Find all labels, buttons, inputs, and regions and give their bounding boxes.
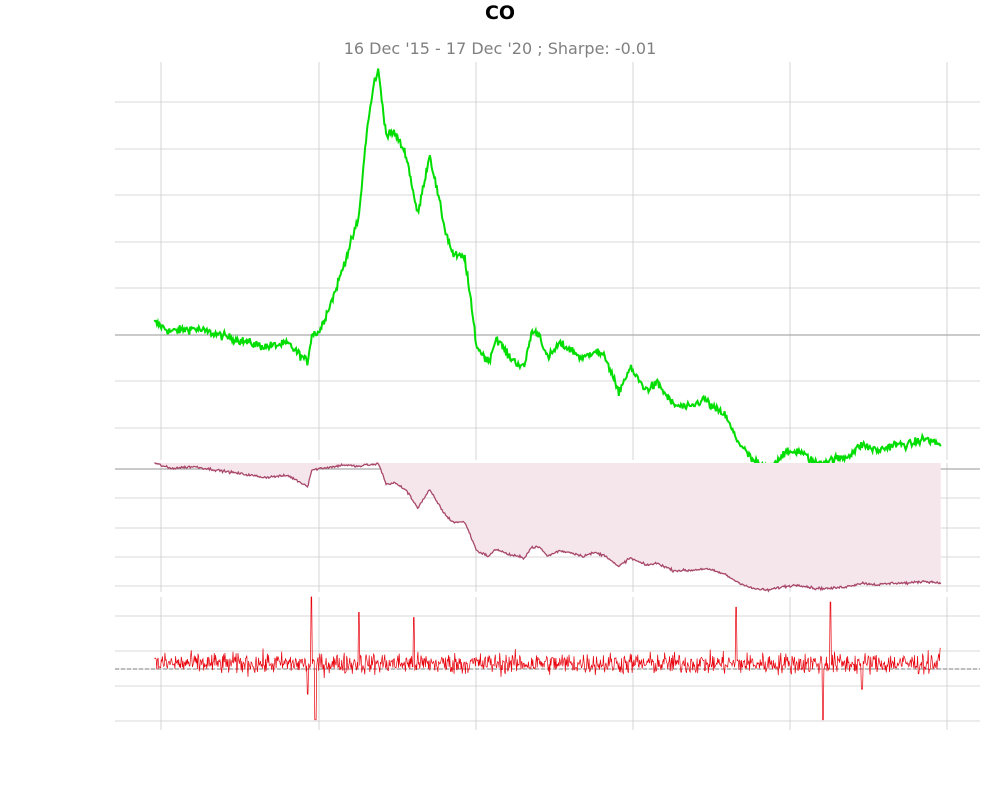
chart-title: CO [484,2,516,24]
chart-subtitle: 16 Dec '15 - 17 Dec '20 ; Sharpe: -0.01 [343,39,657,58]
series-layer [153,68,942,721]
drawdown-line [154,462,942,593]
panel-grid-cumulative-return [115,62,980,460]
drawdown-area [154,463,941,592]
panel-grid-daily-returns [115,597,980,730]
cumulative-return-line [153,68,942,474]
daily-returns-line [154,596,941,721]
grid-layer [115,62,980,730]
